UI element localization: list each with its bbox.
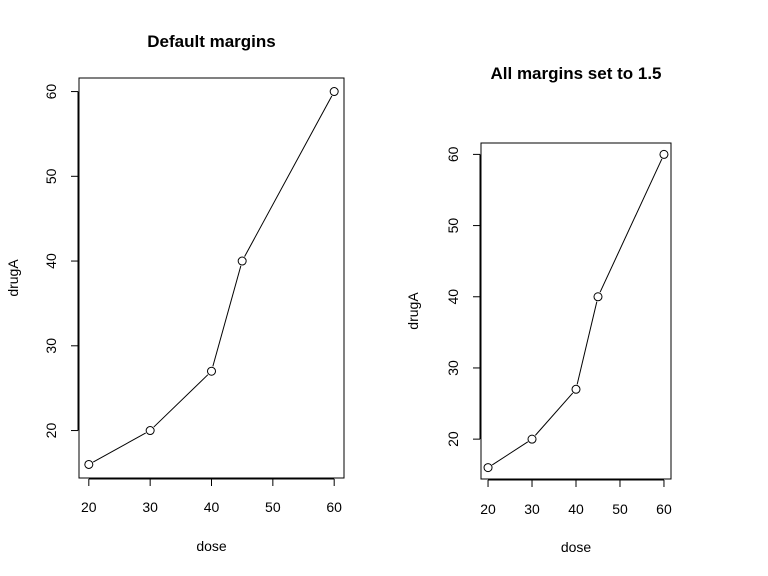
plot-frame (480, 142, 672, 480)
chart-margins-1-5: All margins set to 1.5 20 30 40 50 60 dose 20 30… (405, 64, 672, 555)
series-line-segment (534, 392, 574, 436)
series-line-segment (212, 265, 242, 367)
data-point (237, 256, 247, 266)
series-line-segment (491, 441, 529, 466)
x-tick-label: 40 (568, 501, 584, 517)
plot-frame (78, 77, 345, 479)
y-tick-label: 60 (43, 84, 59, 100)
data-point (527, 434, 537, 444)
series-line-segment (599, 158, 663, 293)
x-tick-label: 40 (204, 499, 220, 515)
series-line-segment (92, 432, 147, 463)
chart-title: Default margins (147, 32, 275, 51)
series-line-segment (244, 95, 333, 257)
x-axis-label: dose (561, 539, 592, 555)
chart-default-margins: Default margins 20 30 40 50 60 dose 20 30 40 50 60 d… (5, 32, 345, 554)
y-tick-label: 40 (43, 253, 59, 269)
series-line-segment (153, 374, 209, 428)
x-tick-label: 60 (656, 501, 672, 517)
x-tick-label: 50 (612, 501, 628, 517)
y-tick-label: 30 (43, 338, 59, 354)
series-line-segment (576, 301, 598, 385)
y-tick-label: 20 (43, 423, 59, 439)
x-axis-label: dose (196, 538, 227, 554)
chart-title: All margins set to 1.5 (491, 64, 662, 83)
x-tick-label: 20 (81, 499, 97, 515)
data-point (145, 426, 155, 436)
data-point (84, 459, 94, 469)
y-axis-label: drugA (5, 259, 21, 297)
x-tick-label: 30 (142, 499, 158, 515)
data-point (207, 366, 216, 376)
x-tick-label: 60 (326, 499, 342, 515)
data-point (659, 149, 669, 159)
y-tick-label: 20 (445, 431, 461, 447)
x-tick-label: 20 (480, 501, 496, 517)
y-tick-label: 50 (43, 168, 59, 184)
data-point (571, 384, 581, 394)
data-point (483, 463, 493, 473)
y-tick-label: 30 (445, 360, 461, 376)
y-axis-label: drugA (405, 292, 421, 330)
data-point (593, 292, 603, 302)
x-tick-label: 50 (265, 499, 281, 515)
data-point (329, 87, 339, 97)
y-tick-label: 40 (445, 289, 461, 305)
x-tick-label: 30 (524, 501, 540, 517)
y-tick-label: 60 (445, 146, 461, 162)
y-tick-label: 50 (445, 218, 461, 234)
